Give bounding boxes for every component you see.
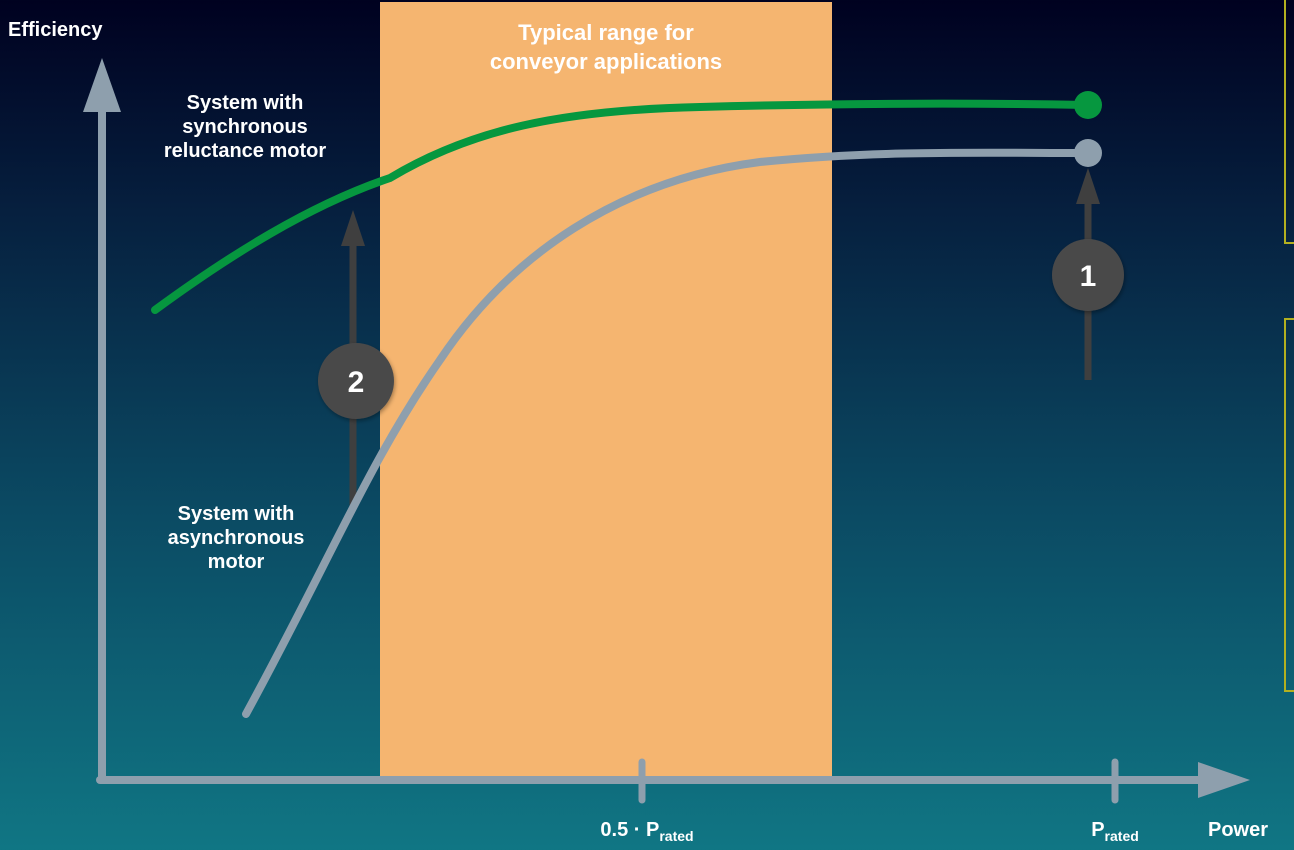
synchronous-curve bbox=[151, 99, 1092, 314]
asynchronous-label-line2: asynchronous bbox=[167, 527, 305, 549]
tick-label-half-rated-sub: rated bbox=[659, 828, 694, 844]
asynchronous-label-line1: System with bbox=[177, 503, 295, 525]
typical-range-line1: Typical range for bbox=[518, 20, 694, 45]
synchronous-label-line3: reluctance motor bbox=[163, 140, 327, 162]
side-box-top bbox=[1284, 0, 1294, 244]
tick-label-rated: Prated bbox=[1070, 819, 1160, 844]
asynchronous-curve bbox=[242, 148, 1092, 718]
tick-label-rated-sub: rated bbox=[1104, 828, 1139, 844]
tick-label-rated-main: P bbox=[1091, 819, 1105, 841]
marker-1-number: 1 bbox=[1080, 260, 1097, 293]
synchronous-label-line1: System with bbox=[186, 92, 304, 114]
y-axis-arrowhead bbox=[83, 58, 121, 112]
typical-range-band bbox=[380, 2, 832, 776]
synchronous-endpoint bbox=[1074, 91, 1102, 119]
typical-range-line2: conveyor applications bbox=[489, 49, 723, 74]
x-axis bbox=[96, 762, 1250, 798]
y-axis bbox=[83, 58, 121, 784]
asynchronous-label: System with asynchronous motor bbox=[126, 502, 346, 574]
marker-1: 1 bbox=[1052, 239, 1124, 311]
synchronous-label-line2: synchronous bbox=[182, 116, 308, 138]
x-axis-arrowhead bbox=[1198, 762, 1250, 798]
typical-range-label: Typical range for conveyor applications bbox=[380, 18, 832, 76]
side-box-bottom bbox=[1284, 318, 1294, 692]
tick-label-half-rated: 0.5 · Prated bbox=[562, 819, 732, 844]
asynchronous-endpoint bbox=[1074, 139, 1102, 167]
marker-2: 2 bbox=[318, 343, 394, 419]
marker-2-number: 2 bbox=[348, 366, 365, 399]
y-axis-label: Efficiency bbox=[8, 19, 103, 41]
x-axis-label: Power bbox=[1208, 819, 1269, 841]
tick-label-half-rated-main: 0.5 · P bbox=[600, 819, 660, 841]
synchronous-label: System with synchronous reluctance motor bbox=[120, 91, 370, 163]
asynchronous-label-line3: motor bbox=[207, 551, 265, 573]
